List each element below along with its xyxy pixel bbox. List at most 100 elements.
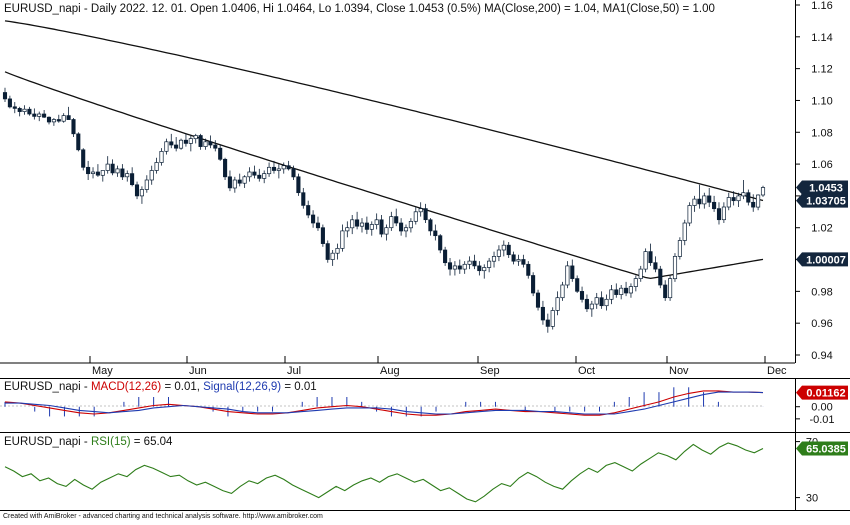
candle-body	[271, 166, 277, 171]
candle-body	[169, 141, 174, 146]
macd-tick-label: -0.01	[809, 414, 834, 426]
price-tick-label: 1.16	[811, 0, 832, 12]
candle-body	[379, 219, 384, 235]
macd-label: EURUSD_napi - MACD(12,26) = 0.01, Signal…	[4, 381, 317, 393]
candle	[716, 202, 722, 225]
candle-body	[741, 192, 746, 197]
candle	[589, 300, 594, 317]
rsi-last-value: 65.0385	[796, 441, 848, 456]
candle	[296, 173, 301, 196]
candle	[271, 160, 277, 174]
candle	[663, 280, 668, 301]
candle-body	[462, 263, 467, 270]
candle	[27, 106, 32, 116]
rsi-label: EURUSD_napi - RSI(15) = 65.04	[4, 436, 173, 448]
candle	[394, 208, 399, 227]
candle-body	[565, 265, 570, 286]
candle-body	[447, 262, 453, 270]
candle	[462, 261, 467, 274]
candle	[408, 218, 413, 233]
candle-body	[760, 187, 766, 196]
candle	[643, 248, 648, 273]
candle	[756, 194, 761, 211]
rsi-panel: 7030 65.0385 EURUSD_napi - RSI(15) = 65.…	[0, 432, 850, 511]
candle-body	[751, 201, 756, 208]
candle	[17, 106, 22, 117]
candle	[301, 187, 306, 209]
candle	[149, 165, 154, 185]
candle-body	[423, 208, 428, 221]
date-axis: May Jun Jul Aug Sep Oct Nov Dec	[89, 356, 787, 377]
candle	[619, 285, 624, 300]
candle-body	[183, 139, 188, 144]
candle-body	[66, 115, 71, 120]
candle-body	[702, 195, 707, 205]
candle-body	[364, 222, 369, 230]
candle	[677, 237, 682, 260]
candle-body	[81, 149, 86, 168]
candle-body	[472, 260, 477, 267]
rsi-last-box	[796, 441, 848, 456]
candle	[760, 185, 766, 197]
price-tick-label: 1.08	[811, 127, 832, 139]
candle	[496, 245, 501, 262]
candle	[86, 160, 91, 180]
candle	[682, 219, 687, 246]
candle-body	[120, 168, 125, 178]
candle-body	[232, 179, 237, 189]
candle	[751, 194, 756, 212]
candle	[291, 165, 296, 180]
candle	[501, 240, 506, 257]
candle-body	[193, 135, 198, 140]
ma200-line	[4, 20, 764, 202]
candle	[90, 167, 96, 179]
candle	[511, 251, 516, 265]
candle	[604, 294, 609, 311]
candle-body	[594, 297, 599, 305]
candle-body	[756, 194, 761, 208]
candle	[413, 207, 418, 225]
candle	[433, 224, 438, 241]
candle	[614, 283, 619, 298]
candle-body	[223, 158, 228, 178]
candle-body	[281, 165, 286, 170]
candle-body	[350, 219, 355, 229]
candle-body	[579, 291, 585, 300]
candle	[477, 261, 482, 276]
candle-body	[487, 260, 492, 268]
candle-body	[614, 289, 619, 295]
month-label: May	[92, 365, 113, 377]
candle-body	[712, 201, 717, 210]
last-value-text: 1.0453	[809, 182, 843, 194]
candle	[100, 170, 105, 182]
candlesticks	[2, 87, 766, 333]
price-axis: 0.940.960.981.001.021.041.061.081.101.12…	[795, 0, 833, 362]
candle	[702, 192, 707, 209]
candle	[472, 254, 477, 270]
price-tick-label: 1.10	[811, 95, 832, 107]
candle-body	[633, 278, 638, 287]
candle	[188, 135, 193, 152]
candle-body	[86, 166, 91, 175]
candle-body	[17, 108, 22, 112]
candle	[599, 291, 604, 309]
candle-body	[311, 214, 316, 224]
month-label: Nov	[669, 365, 689, 377]
candle-body	[42, 113, 47, 118]
candle	[482, 264, 487, 279]
candle-body	[178, 139, 184, 149]
candle-body	[516, 259, 521, 262]
candle-body	[467, 260, 472, 265]
candle	[46, 116, 52, 125]
candle	[306, 200, 311, 219]
candle-body	[242, 176, 247, 184]
month-label: Dec	[767, 365, 787, 377]
candle	[555, 291, 560, 316]
candle	[56, 114, 61, 123]
candle-body	[159, 151, 164, 163]
candle-body	[496, 249, 501, 257]
candle	[545, 313, 550, 333]
candle	[247, 167, 252, 182]
candle-body	[433, 230, 438, 237]
